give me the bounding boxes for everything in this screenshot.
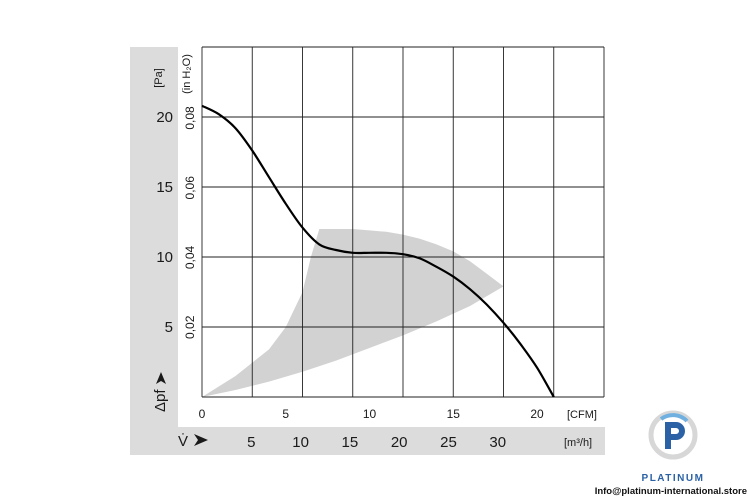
x2-tick-label: 10	[292, 434, 309, 451]
x2-tick-label: 25	[440, 434, 457, 451]
flow-symbol: V̇	[178, 433, 208, 450]
logo-p-icon	[665, 422, 685, 449]
brand-name: PLATINUM	[642, 473, 705, 484]
y2-tick-label: 0,06	[183, 176, 197, 200]
x-tick-label: 20	[530, 407, 544, 421]
x-tick-label: 5	[282, 407, 289, 421]
grid-layer	[201, 46, 605, 398]
x-tick-label: 0	[199, 407, 206, 421]
flow-arrow-icon	[194, 434, 208, 446]
x-axis-label: [CFM]	[567, 409, 597, 421]
y2-tick-label: 0,08	[183, 106, 197, 130]
y-axis-label: [Pa]	[153, 68, 165, 88]
bottom-axis-panel	[130, 427, 605, 455]
pressure-arrow-icon	[156, 372, 166, 384]
x2-tick-label: 5	[247, 434, 255, 451]
y2-tick-label: 0,04	[183, 245, 197, 269]
platinum-logo	[648, 410, 698, 460]
pressure-symbol: Δpf	[152, 372, 169, 412]
y2-axis-label: (in H₂O)	[181, 54, 193, 94]
x2-tick-label: 30	[489, 434, 506, 451]
y-tick-label: 10	[156, 249, 173, 266]
series-line-pressure-curve	[201, 104, 555, 398]
x2-tick-label: 15	[342, 434, 359, 451]
x-tick-label: 10	[363, 407, 377, 421]
left-axis-panel	[130, 47, 178, 455]
curve-layer	[201, 104, 555, 398]
y-tick-labels: 5 10 15 20	[156, 109, 173, 336]
x2-tick-label: 20	[391, 434, 408, 451]
x2-tick-labels: 5 10 15 20 25 30	[247, 434, 506, 451]
y-tick-label: 15	[156, 179, 173, 196]
brand-email: Info@platinum-international.store	[595, 486, 747, 497]
svg-text:Δpf: Δpf	[152, 389, 169, 412]
svg-text:V̇: V̇	[178, 433, 188, 450]
y2-tick-label: 0,02	[183, 315, 197, 339]
x2-axis-label: [m³/h]	[564, 437, 592, 449]
x-tick-labels: 0 5 10 15 20	[199, 407, 544, 421]
y-tick-label: 20	[156, 109, 173, 126]
y-tick-label: 5	[165, 319, 173, 336]
x-tick-label: 15	[447, 407, 461, 421]
y2-tick-labels: 0,02 0,04 0,06 0,08	[183, 106, 197, 339]
